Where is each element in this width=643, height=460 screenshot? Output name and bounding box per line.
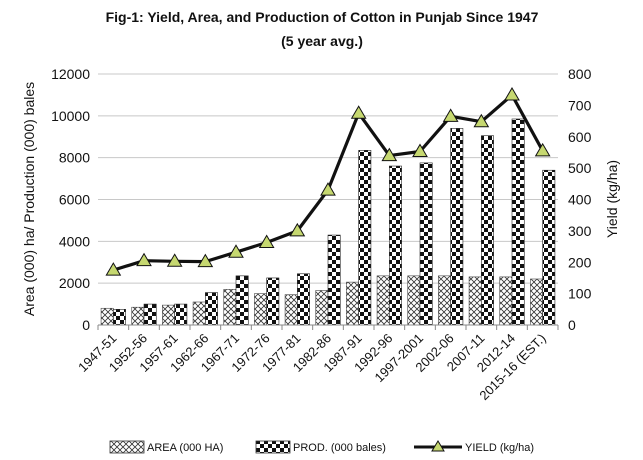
production-bar <box>389 165 402 326</box>
area-bar <box>254 293 267 326</box>
area-bar <box>162 304 175 326</box>
y-tick-label: 2000 <box>59 275 90 291</box>
y-tick-label: 6000 <box>59 192 90 208</box>
y-tick-label: 8000 <box>59 150 90 166</box>
production-bar <box>481 135 494 326</box>
yield-point <box>228 244 244 258</box>
area-bar <box>223 289 237 326</box>
y-tick-label: 0 <box>82 317 90 333</box>
y-tick-label: 4000 <box>59 233 90 249</box>
y2-tick-label: 700 <box>568 97 592 113</box>
yield-point <box>442 108 459 122</box>
yield-point <box>320 182 336 196</box>
y2-tick-label: 300 <box>568 223 592 239</box>
production-bar <box>419 162 433 326</box>
production-bar <box>205 292 218 326</box>
yield-point <box>289 222 306 237</box>
area-bar <box>315 290 329 326</box>
production-bar <box>358 150 372 326</box>
chart-title: Fig-1: Yield, Area, and Production of Co… <box>106 9 539 25</box>
legend-label-production: PROD. (000 bales) <box>293 442 386 454</box>
y-axis-label: Area (000) ha/ Production (000) bales <box>21 82 37 316</box>
yield-point <box>258 234 275 248</box>
production-bar <box>450 128 464 326</box>
area-bar <box>192 301 206 326</box>
y2-tick-label: 800 <box>568 66 592 82</box>
production-bar <box>297 273 310 326</box>
area-bar <box>530 278 543 326</box>
yield-point <box>197 253 214 268</box>
x-axis-ticks: 1947-511952-561957-611962-661967-711972-… <box>75 325 559 403</box>
production-bar <box>327 234 341 326</box>
y2-axis-ticks: 0 100 200 300 400 500 600 700 800 <box>568 66 592 333</box>
y-tick-label: 12000 <box>51 66 90 82</box>
yield-point <box>412 143 428 157</box>
y2-tick-label: 100 <box>568 286 592 302</box>
production-bar <box>266 277 280 326</box>
production-bar <box>542 169 556 326</box>
production-bar <box>143 303 157 326</box>
yield-point <box>534 142 551 157</box>
y-axis-ticks: 0 2000 4000 6000 8000 10000 12000 <box>51 66 90 333</box>
area-bar <box>438 275 451 326</box>
area-bar <box>499 276 513 326</box>
area-bar <box>468 276 482 326</box>
yield-point <box>105 262 122 276</box>
area-bar <box>346 281 359 326</box>
area-bar <box>131 306 145 326</box>
production-bar <box>511 118 525 326</box>
y2-tick-label: 0 <box>568 317 576 333</box>
legend-swatch-area <box>109 440 145 454</box>
area-bar <box>284 294 298 326</box>
area-bar <box>376 275 390 326</box>
production-bar <box>113 309 126 326</box>
yield-point <box>136 252 152 267</box>
legend: AREA (000 HA) PROD. (000 bales) YIELD (k… <box>109 440 534 454</box>
yield-point <box>473 113 490 128</box>
y2-axis-label: Yield (kg/ha) <box>604 160 620 238</box>
yield-line-layer <box>105 87 551 276</box>
yield-point <box>381 147 398 162</box>
legend-swatch-production <box>255 440 291 454</box>
y2-tick-label: 600 <box>568 129 592 145</box>
y-tick-label: 10000 <box>51 108 90 124</box>
production-bar <box>174 303 188 326</box>
area-bar <box>100 307 114 326</box>
y2-tick-label: 400 <box>568 192 592 208</box>
production-bar <box>235 275 249 326</box>
area-bar <box>407 275 421 326</box>
chart-subtitle: (5 year avg.) <box>281 33 363 49</box>
y2-tick-label: 500 <box>568 160 592 176</box>
yield-point <box>504 87 520 101</box>
yield-point <box>350 105 367 119</box>
legend-label-yield: YIELD (kg/ha) <box>465 442 534 454</box>
legend-label-area: AREA (000 HA) <box>147 442 223 454</box>
y2-tick-label: 200 <box>568 254 592 270</box>
bar-layer <box>100 118 556 326</box>
yield-point <box>166 253 183 267</box>
legend-marker-yield <box>431 440 445 452</box>
